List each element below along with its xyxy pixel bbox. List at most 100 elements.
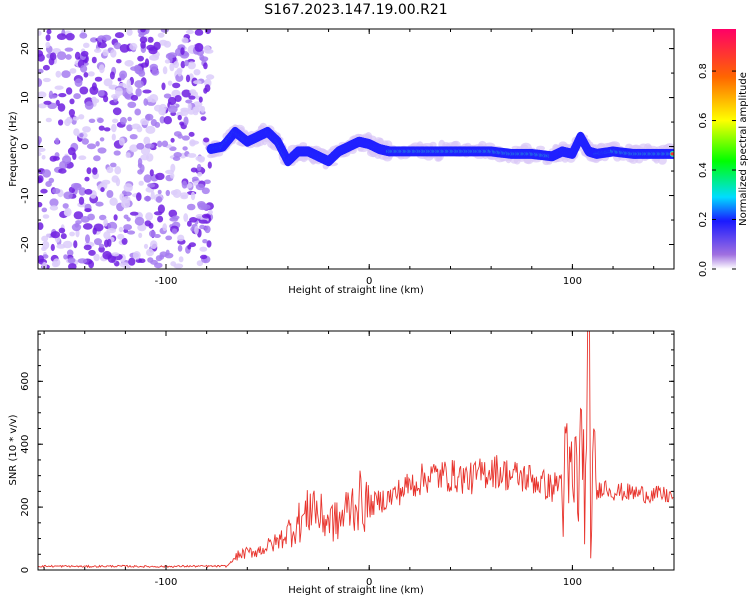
noise-blob	[199, 54, 205, 61]
colorbar-tick-label: 0.2	[698, 212, 709, 228]
noise-blob	[60, 233, 67, 240]
noise-blob	[182, 146, 188, 151]
bottom-x-tick-label: -100	[155, 577, 178, 588]
noise-blob	[181, 89, 192, 98]
noise-blob	[55, 70, 62, 78]
noise-blob	[97, 117, 104, 124]
bottom-plot-frame	[37, 330, 675, 571]
bottom-x-tick-label: 100	[563, 577, 582, 588]
noise-blob	[126, 29, 133, 36]
noise-blob	[138, 258, 146, 264]
noise-blob	[66, 249, 74, 257]
noise-blob	[84, 208, 92, 213]
noise-blob	[157, 215, 164, 223]
snr-panel: -100 0 100 0 200 400 600 Height of straight l…	[8, 330, 675, 596]
noise-blob	[197, 171, 203, 177]
noise-blob	[165, 53, 174, 60]
noise-blob	[38, 30, 42, 36]
noise-blob	[199, 224, 206, 230]
noise-blob	[52, 156, 60, 161]
noise-blob	[150, 259, 158, 265]
noise-blob	[62, 203, 69, 209]
noise-blob	[50, 231, 61, 239]
noise-blob	[56, 244, 66, 249]
noise-blob	[81, 138, 90, 145]
noise-blob	[181, 37, 189, 44]
noise-blob	[123, 183, 133, 193]
top-x-tick-label: 0	[366, 276, 372, 287]
noise-blob	[201, 213, 211, 219]
noise-blob	[54, 85, 64, 90]
noise-blob	[74, 78, 83, 87]
noise-blob	[187, 153, 197, 158]
noise-blob	[63, 191, 73, 200]
colorbar-gradient	[712, 29, 736, 269]
noise-blob	[179, 121, 185, 126]
noise-blob	[102, 250, 112, 260]
noise-blob	[113, 150, 121, 156]
noise-blob	[61, 70, 71, 78]
noise-blob	[148, 47, 158, 55]
noise-blob	[94, 238, 102, 246]
noise-blob	[189, 217, 198, 223]
noise-blob	[142, 89, 152, 94]
noise-blob	[187, 102, 192, 111]
noise-blob	[98, 64, 105, 74]
noise-blob	[121, 199, 131, 209]
noise-blob	[79, 32, 88, 39]
noise-blob	[149, 169, 154, 177]
noise-blob	[38, 151, 42, 157]
noise-blob	[45, 233, 51, 238]
noise-blob	[196, 163, 202, 172]
colorbar-tick-label: 0.0	[698, 261, 709, 277]
noise-blob	[49, 198, 59, 207]
noise-blob	[150, 240, 158, 250]
noise-blob	[187, 61, 196, 70]
noise-blob	[146, 248, 154, 257]
noise-blob	[65, 54, 72, 60]
noise-blob	[69, 98, 75, 105]
noise-blob	[43, 100, 52, 105]
noise-blob	[169, 146, 177, 151]
noise-blob	[126, 85, 133, 95]
noise-blob	[102, 49, 109, 57]
noise-blob	[195, 183, 205, 191]
noise-blob	[143, 98, 148, 106]
noise-blob	[58, 227, 66, 234]
noise-blob	[161, 140, 169, 148]
noise-blob	[184, 59, 189, 67]
noise-blob	[83, 72, 89, 78]
noise-blob	[100, 187, 105, 193]
noise-blob	[165, 235, 173, 241]
noise-blob	[134, 216, 145, 226]
noise-blob	[167, 96, 177, 106]
noise-blob	[207, 161, 212, 169]
bottom-y-axis-label: SNR (10 * v/v)	[8, 414, 19, 485]
noise-blob	[194, 42, 204, 52]
noise-blob	[203, 87, 208, 94]
top-y-tick-label: 20	[20, 42, 31, 55]
noise-blob	[80, 65, 88, 73]
noise-blob	[178, 256, 184, 263]
noise-blob	[69, 68, 77, 74]
noise-blob	[103, 127, 111, 132]
noise-blob	[85, 234, 90, 244]
top-x-axis-label: Height of straight line (km)	[288, 285, 424, 296]
noise-blob	[97, 147, 107, 154]
noise-blob	[72, 116, 80, 121]
noise-blob	[38, 68, 44, 74]
noise-blob	[127, 116, 132, 122]
noise-blob	[143, 243, 149, 249]
colorbar: 0.0 0.2 0.4 0.6 0.8 Normalized spectral ampl…	[698, 29, 749, 277]
noise-blob	[38, 147, 46, 152]
noise-blob	[73, 240, 78, 249]
noise-blob	[84, 176, 90, 182]
noise-blob	[183, 116, 189, 126]
bottom-y-tick-label: 400	[20, 435, 31, 454]
noise-blob	[75, 229, 80, 238]
top-x-ticks: -100 0 100	[43, 29, 655, 287]
top-y-tick-label: 0	[20, 143, 31, 149]
noise-blob	[157, 189, 162, 195]
chart-title: S167.2023.147.19.00.R21	[264, 2, 447, 18]
noise-blob	[90, 37, 98, 43]
